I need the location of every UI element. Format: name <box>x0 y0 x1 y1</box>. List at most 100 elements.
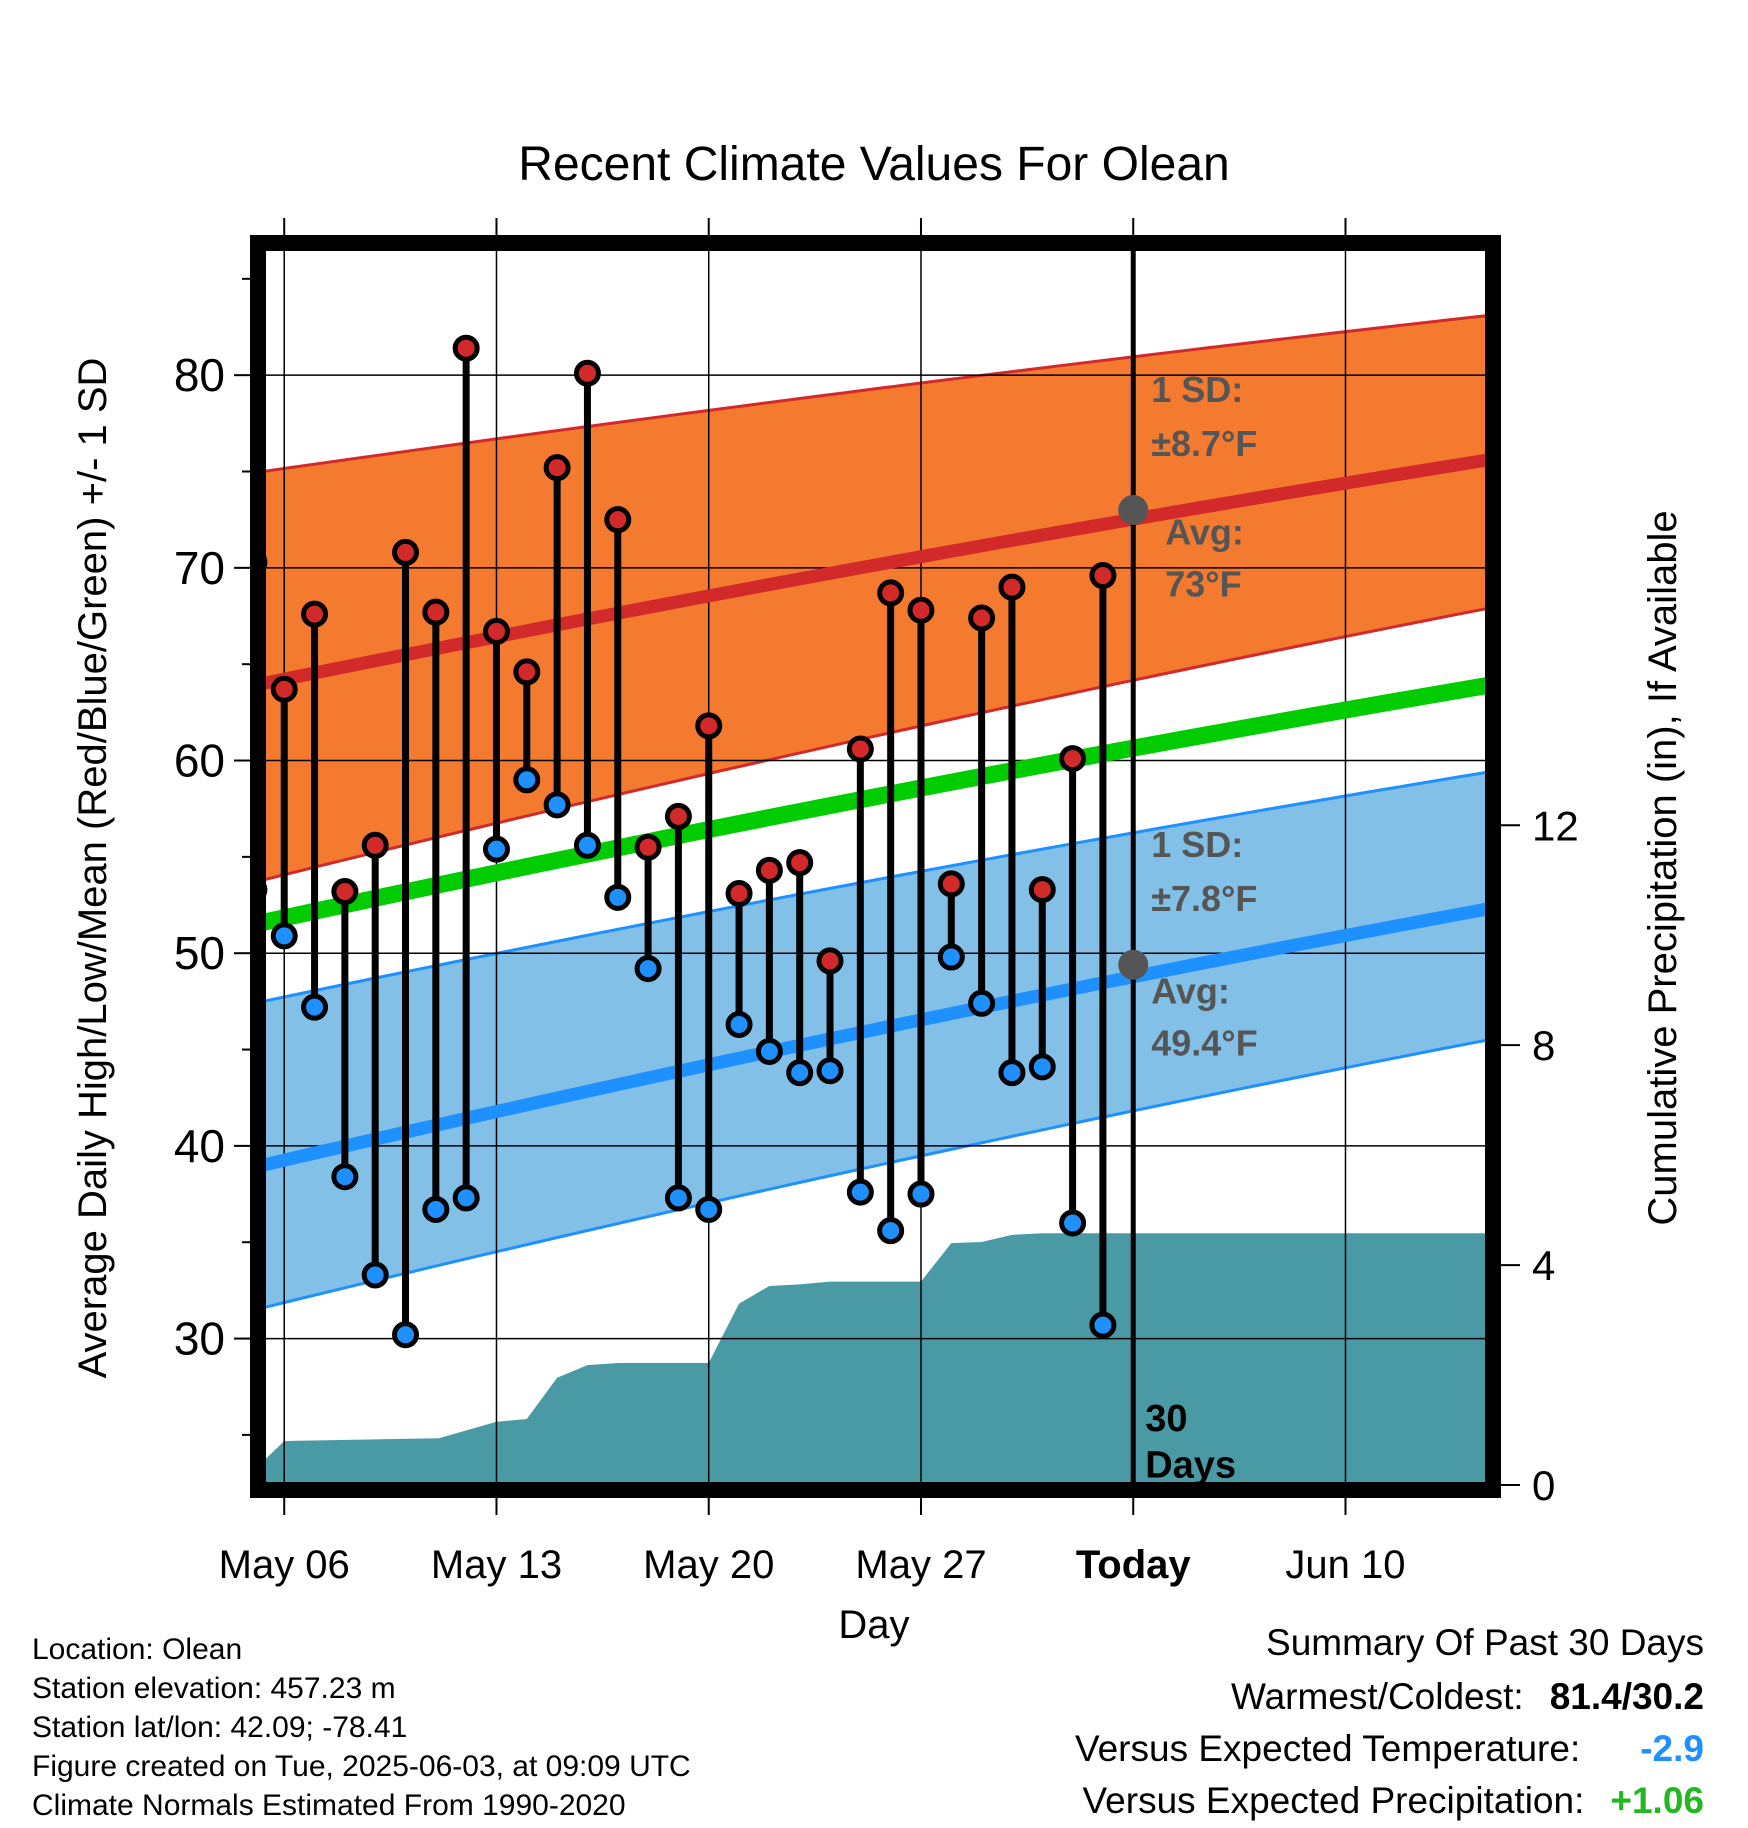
created-text: Figure created on Tue, 2025-06-03, at 09… <box>32 1750 691 1783</box>
daily-high-point <box>573 359 601 387</box>
daily-low-point <box>816 1057 844 1085</box>
summary-precip: Versus Expected Precipitation: +1.06 <box>1083 1780 1704 1822</box>
daily-high-point <box>816 947 844 975</box>
warm-cold-value: 81.4/30.2 <box>1549 1676 1704 1717</box>
y-left-tick-label: 60 <box>174 735 225 787</box>
daily-low-point <box>452 1184 480 1212</box>
daily-low-point <box>877 1217 905 1245</box>
daily-high-point <box>213 842 235 864</box>
temp-label: Versus Expected Temperature: <box>1074 1728 1581 1769</box>
x-tick-label: Today <box>1076 1543 1192 1587</box>
daily-low-point <box>1059 1209 1087 1237</box>
daily-high-point <box>331 878 359 906</box>
y-left-tick-label: 40 <box>174 1120 225 1172</box>
daily-low-point <box>573 831 601 859</box>
plot-content: 1 SD: ±8.7°F Avg: 73°F 1 SD: ±7.8°F Avg: 49.4°F… <box>213 248 1488 1485</box>
daily-low-point <box>664 1184 692 1212</box>
daily-low-point <box>392 1321 420 1349</box>
daily-low-point <box>907 1180 935 1208</box>
x-tick-label: Jun 10 <box>1285 1543 1405 1587</box>
daily-high-point <box>543 454 571 482</box>
daily-high-point <box>270 675 298 703</box>
daily-low-point <box>846 1178 874 1206</box>
daily-low-point <box>755 1037 783 1065</box>
y-right-tick-label: 8 <box>1532 1022 1555 1069</box>
x-tick-label: May 06 <box>219 1543 350 1587</box>
daily-low-point <box>968 989 996 1017</box>
daily-low-point <box>998 1059 1026 1087</box>
low-avg-marker <box>1118 949 1149 980</box>
location-text: Location: Olean <box>32 1633 243 1666</box>
daily-high-point <box>907 596 935 624</box>
warm-cold-label: Warmest/Coldest: <box>1231 1676 1524 1717</box>
daily-low-point <box>1089 1311 1117 1339</box>
daily-high-point <box>482 617 510 645</box>
precip-label: Versus Expected Precipitation: <box>1082 1780 1585 1821</box>
daily-low-point <box>695 1195 723 1223</box>
low-avg-label: Avg: <box>1151 970 1230 1011</box>
daily-high-point <box>604 506 632 534</box>
y-right-tick-label: 0 <box>1532 1462 1555 1509</box>
daily-high-point <box>361 831 389 859</box>
precipitation-area <box>263 1233 1488 1485</box>
daily-high-point <box>877 579 905 607</box>
y-left-tick-label: 70 <box>174 542 225 594</box>
low-sd-band <box>263 772 1488 1308</box>
daily-high-point <box>695 712 723 740</box>
high-avg-value: 73°F <box>1165 564 1241 605</box>
daily-high-point <box>634 833 662 861</box>
daily-low-point <box>725 1010 753 1038</box>
high-sd-label: 1 SD: <box>1151 369 1243 410</box>
daily-low-point <box>331 1163 359 1191</box>
x-tick-label: May 13 <box>431 1543 562 1587</box>
daily-low-point <box>543 791 571 819</box>
daily-high-point <box>1028 876 1056 904</box>
daily-low-point <box>937 943 965 971</box>
daily-high-point <box>755 856 783 884</box>
y-axis-left-label: Average Daily High/Low/Mean (Red/Blue/Gr… <box>71 358 115 1379</box>
daily-low-point <box>270 922 298 950</box>
daily-low-point <box>301 993 329 1021</box>
elevation-text: Station elevation: 457.23 m <box>32 1672 396 1705</box>
x-tick-label: May 20 <box>643 1543 774 1587</box>
daily-high-point <box>786 849 814 877</box>
x-tick-label: May 27 <box>855 1543 986 1587</box>
low-sd-label: 1 SD: <box>1151 824 1243 865</box>
low-avg-value: 49.4°F <box>1151 1022 1257 1063</box>
daily-low-point <box>361 1261 389 1289</box>
period-label-line1: 30 <box>1145 1398 1187 1440</box>
high-avg-marker <box>1118 495 1149 526</box>
daily-high-point <box>998 573 1026 601</box>
y-right-tick-label: 4 <box>1532 1242 1555 1289</box>
daily-high-point <box>968 604 996 632</box>
y-left-tick-label: 30 <box>174 1313 225 1365</box>
chart-title: Recent Climate Values For Olean <box>518 138 1229 191</box>
daily-high-point <box>452 334 480 362</box>
y-axis-right-label: Cumulative Precipitation (in), If Availa… <box>1641 510 1685 1225</box>
y-left-tick-label: 80 <box>174 349 225 401</box>
low-sd-value: ±7.8°F <box>1151 878 1257 919</box>
x-axis-label: Day <box>838 1603 909 1647</box>
daily-high-point <box>392 538 420 566</box>
daily-high-point <box>513 658 541 686</box>
low-sd-band-lower-edge <box>263 1038 1488 1310</box>
daily-low-point <box>213 994 235 1016</box>
plot-area: 1 SD: ±8.7°F Avg: 73°F 1 SD: ±7.8°F Avg: 49.4°F… <box>174 218 1579 1587</box>
y-right-tick-label: 12 <box>1532 802 1579 849</box>
station-info: Location: Olean Station elevation: 457.2… <box>32 1630 691 1825</box>
y-left-tick-label: 50 <box>174 927 225 979</box>
daily-high-point <box>664 802 692 830</box>
daily-high-point <box>422 598 450 626</box>
daily-low-point <box>604 883 632 911</box>
high-sd-band <box>263 315 1488 880</box>
daily-high-point <box>1089 562 1117 590</box>
daily-high-point <box>301 600 329 628</box>
plot-frame <box>250 235 1501 1498</box>
normals-period-text: Climate Normals Estimated From 1990-2020 <box>32 1789 626 1822</box>
latlon-text: Station lat/lon: 42.09; -78.41 <box>32 1711 408 1744</box>
summary-heading: Summary Of Past 30 Days <box>1266 1622 1704 1664</box>
daily-low-point <box>482 835 510 863</box>
summary-warm-cold: Warmest/Coldest: 81.4/30.2 <box>1231 1676 1704 1718</box>
temp-value: -2.9 <box>1640 1728 1704 1769</box>
